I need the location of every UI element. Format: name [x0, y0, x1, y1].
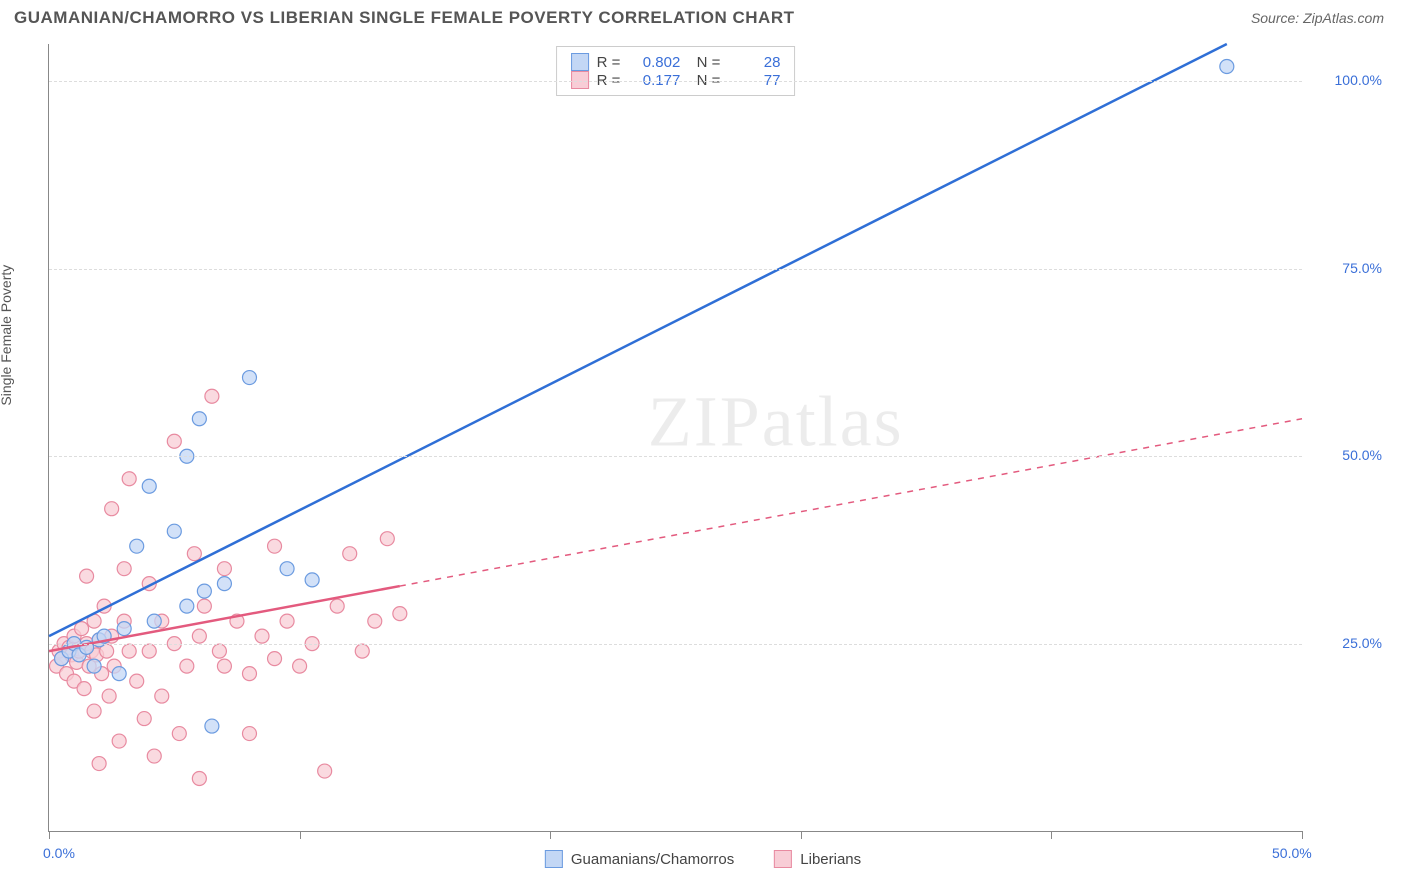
legend-swatch-blue — [545, 850, 563, 868]
chart-svg — [49, 44, 1302, 831]
legend-stats-row-blue: R = 0.802 N = 28 — [571, 53, 781, 71]
legend-swatch-blue — [571, 53, 589, 71]
legend-stats-row-pink: R = 0.177 N = 77 — [571, 71, 781, 89]
legend-item-pink: Liberians — [774, 850, 861, 868]
y-axis-label: Single Female Poverty — [0, 265, 14, 406]
legend-item-blue: Guamanians/Chamorros — [545, 850, 734, 868]
legend-r-label: R = — [597, 72, 621, 89]
plot-area: ZIPatlas R = 0.802 N = 28 R = 0.177 N = … — [48, 44, 1302, 832]
legend-label-blue: Guamanians/Chamorros — [571, 851, 734, 868]
legend-n-label: N = — [688, 72, 720, 89]
chart-container: Single Female Poverty ZIPatlas R = 0.802… — [14, 44, 1392, 892]
y-tick-label: 25.0% — [1342, 635, 1382, 651]
legend-series: Guamanians/Chamorros Liberians — [545, 850, 861, 868]
chart-title: GUAMANIAN/CHAMORRO VS LIBERIAN SINGLE FE… — [14, 8, 795, 28]
source-text: Source: ZipAtlas.com — [1251, 10, 1384, 26]
x-tick-label: 50.0% — [1272, 845, 1312, 861]
header: GUAMANIAN/CHAMORRO VS LIBERIAN SINGLE FE… — [0, 0, 1406, 32]
legend-swatch-pink — [774, 850, 792, 868]
legend-swatch-pink — [571, 71, 589, 89]
legend-n-blue: 28 — [728, 54, 780, 71]
y-tick-label: 100.0% — [1335, 72, 1382, 88]
y-tick-label: 75.0% — [1342, 260, 1382, 276]
legend-label-pink: Liberians — [800, 851, 861, 868]
legend-n-label: N = — [688, 54, 720, 71]
legend-r-pink: 0.177 — [628, 72, 680, 89]
y-tick-label: 50.0% — [1342, 447, 1382, 463]
x-tick-label: 0.0% — [43, 845, 75, 861]
legend-n-pink: 77 — [728, 72, 780, 89]
legend-r-label: R = — [597, 54, 621, 71]
legend-stats: R = 0.802 N = 28 R = 0.177 N = 77 — [556, 46, 796, 96]
legend-r-blue: 0.802 — [628, 54, 680, 71]
